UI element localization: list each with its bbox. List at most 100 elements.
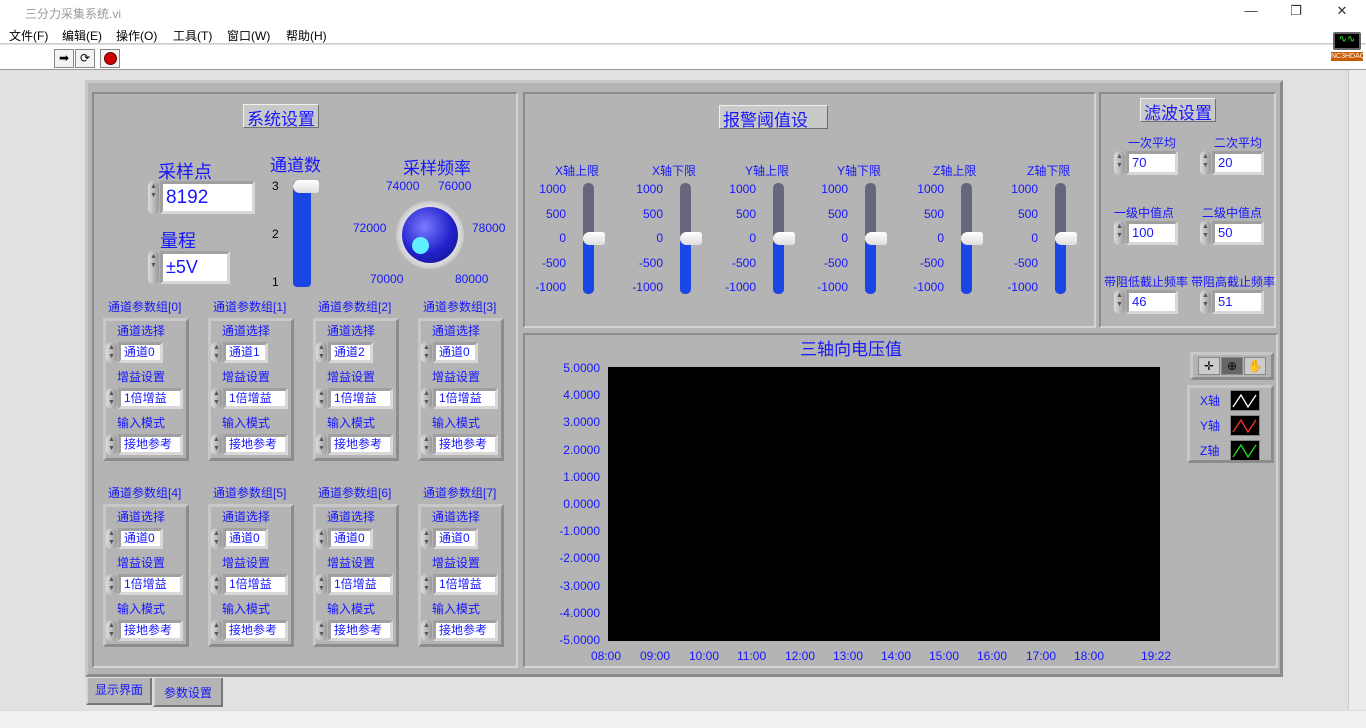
decrement-icon[interactable]: ▼	[213, 353, 220, 360]
decrement-icon[interactable]: ▼	[423, 353, 430, 360]
channel-ch-select-spinner[interactable]: ▲ ▼	[421, 342, 432, 363]
increment-icon[interactable]: ▲	[108, 436, 115, 443]
increment-icon[interactable]: ▲	[108, 344, 115, 351]
channel-gain-select-spinner[interactable]: ▲ ▼	[316, 574, 327, 595]
decrement-icon[interactable]: ▼	[1116, 232, 1123, 239]
menu-item-5[interactable]: 帮助(H)	[286, 29, 327, 43]
channel-gain-select-spinner[interactable]: ▲ ▼	[421, 388, 432, 409]
channel-mode-select-spinner[interactable]: ▲ ▼	[106, 434, 117, 455]
channel-ch-select-spinner[interactable]: ▲ ▼	[316, 342, 327, 363]
decrement-icon[interactable]: ▼	[108, 445, 115, 452]
channel-mode-select[interactable]: 接地参考	[433, 434, 498, 455]
channel-mode-select-spinner[interactable]: ▲ ▼	[316, 434, 327, 455]
increment-icon[interactable]: ▲	[213, 576, 220, 583]
decrement-icon[interactable]: ▼	[423, 399, 430, 406]
channel-ch-select[interactable]: 通道0	[433, 342, 478, 363]
increment-icon[interactable]: ▲	[213, 436, 220, 443]
decrement-icon[interactable]: ▼	[423, 445, 430, 452]
channel-ch-select-spinner[interactable]: ▲ ▼	[421, 528, 432, 549]
decrement-icon[interactable]: ▼	[1202, 162, 1209, 169]
samples-input[interactable]: 8192	[160, 181, 255, 214]
increment-icon[interactable]: ▲	[213, 344, 220, 351]
filter-field-input[interactable]: 51	[1212, 290, 1264, 314]
channel-ch-select[interactable]: 通道0	[118, 342, 163, 363]
decrement-icon[interactable]: ▼	[213, 445, 220, 452]
filter-field-input[interactable]: 50	[1212, 221, 1264, 245]
samples-input-spinner[interactable]: ▲ ▼	[148, 181, 159, 214]
pan-hand-icon[interactable]: ✋	[1244, 357, 1266, 375]
channel-ch-select[interactable]: 通道0	[328, 528, 373, 549]
channel-mode-select[interactable]: 接地参考	[328, 434, 393, 455]
channel-ch-select[interactable]: 通道0	[223, 528, 268, 549]
increment-icon[interactable]: ▲	[150, 253, 157, 260]
range-select-spinner[interactable]: ▲ ▼	[148, 251, 159, 284]
increment-icon[interactable]: ▲	[108, 390, 115, 397]
filter-field-input-spinner[interactable]: ▲ ▼	[1114, 151, 1125, 175]
filter-field-input[interactable]: 46	[1126, 290, 1178, 314]
channel-gain-select-spinner[interactable]: ▲ ▼	[106, 388, 117, 409]
channel-ch-select-spinner[interactable]: ▲ ▼	[316, 528, 327, 549]
channel-mode-select-spinner[interactable]: ▲ ▼	[421, 620, 432, 641]
increment-icon[interactable]: ▲	[318, 622, 325, 629]
threshold-slider-thumb[interactable]	[865, 232, 887, 245]
increment-icon[interactable]: ▲	[213, 390, 220, 397]
channel-ch-select-spinner[interactable]: ▲ ▼	[211, 342, 222, 363]
decrement-icon[interactable]: ▼	[318, 399, 325, 406]
run-button[interactable]: ➡	[54, 49, 74, 68]
menu-item-4[interactable]: 窗口(W)	[227, 29, 271, 43]
channel-gain-select[interactable]: 1倍增益	[118, 574, 183, 595]
threshold-slider-thumb[interactable]	[680, 232, 702, 245]
decrement-icon[interactable]: ▼	[1116, 301, 1123, 308]
threshold-slider-thumb[interactable]	[961, 232, 983, 245]
channel-gain-select[interactable]: 1倍增益	[328, 388, 393, 409]
channel-mode-select[interactable]: 接地参考	[223, 620, 288, 641]
threshold-slider-thumb[interactable]	[1055, 232, 1077, 245]
increment-icon[interactable]: ▲	[213, 622, 220, 629]
channel-gain-select-spinner[interactable]: ▲ ▼	[211, 574, 222, 595]
decrement-icon[interactable]: ▼	[1202, 232, 1209, 239]
abort-button[interactable]	[100, 49, 120, 68]
legend-swatch-2[interactable]	[1230, 440, 1260, 461]
decrement-icon[interactable]: ▼	[423, 585, 430, 592]
channel-mode-select[interactable]: 接地参考	[433, 620, 498, 641]
zoom-icon[interactable]: ⊕	[1221, 357, 1243, 375]
cursor-crosshair-icon[interactable]: ✛	[1198, 357, 1220, 375]
channel-gain-select[interactable]: 1倍增益	[433, 388, 498, 409]
channel-gain-select-spinner[interactable]: ▲ ▼	[211, 388, 222, 409]
channel-ch-select-spinner[interactable]: ▲ ▼	[106, 528, 117, 549]
decrement-icon[interactable]: ▼	[318, 353, 325, 360]
channel-gain-select-spinner[interactable]: ▲ ▼	[106, 574, 117, 595]
channel-mode-select-spinner[interactable]: ▲ ▼	[106, 620, 117, 641]
range-select[interactable]: ±5V	[160, 251, 230, 284]
increment-icon[interactable]: ▲	[423, 436, 430, 443]
decrement-icon[interactable]: ▼	[318, 631, 325, 638]
channel-mode-select[interactable]: 接地参考	[118, 434, 183, 455]
menu-item-3[interactable]: 工具(T)	[173, 29, 213, 43]
channel-gain-select[interactable]: 1倍增益	[223, 574, 288, 595]
decrement-icon[interactable]: ▼	[1202, 301, 1209, 308]
increment-icon[interactable]: ▲	[150, 183, 157, 190]
decrement-icon[interactable]: ▼	[213, 399, 220, 406]
increment-icon[interactable]: ▲	[213, 530, 220, 537]
increment-icon[interactable]: ▲	[1202, 223, 1209, 230]
channel-gain-select-spinner[interactable]: ▲ ▼	[316, 388, 327, 409]
decrement-icon[interactable]: ▼	[108, 585, 115, 592]
increment-icon[interactable]: ▲	[1116, 223, 1123, 230]
channel-gain-select[interactable]: 1倍增益	[433, 574, 498, 595]
decrement-icon[interactable]: ▼	[1116, 162, 1123, 169]
decrement-icon[interactable]: ▼	[213, 539, 220, 546]
channel-mode-select-spinner[interactable]: ▲ ▼	[421, 434, 432, 455]
run-continuously-button[interactable]: ⟳	[75, 49, 95, 68]
increment-icon[interactable]: ▲	[318, 344, 325, 351]
decrement-icon[interactable]: ▼	[108, 353, 115, 360]
decrement-icon[interactable]: ▼	[423, 539, 430, 546]
increment-icon[interactable]: ▲	[318, 390, 325, 397]
channel-ch-select[interactable]: 通道2	[328, 342, 373, 363]
filter-field-input[interactable]: 20	[1212, 151, 1264, 175]
decrement-icon[interactable]: ▼	[213, 585, 220, 592]
channel-gain-select[interactable]: 1倍增益	[328, 574, 393, 595]
channel-gain-select[interactable]: 1倍增益	[223, 388, 288, 409]
restore-button[interactable]: ❐	[1290, 3, 1302, 18]
increment-icon[interactable]: ▲	[318, 576, 325, 583]
filter-field-input-spinner[interactable]: ▲ ▼	[1200, 151, 1211, 175]
